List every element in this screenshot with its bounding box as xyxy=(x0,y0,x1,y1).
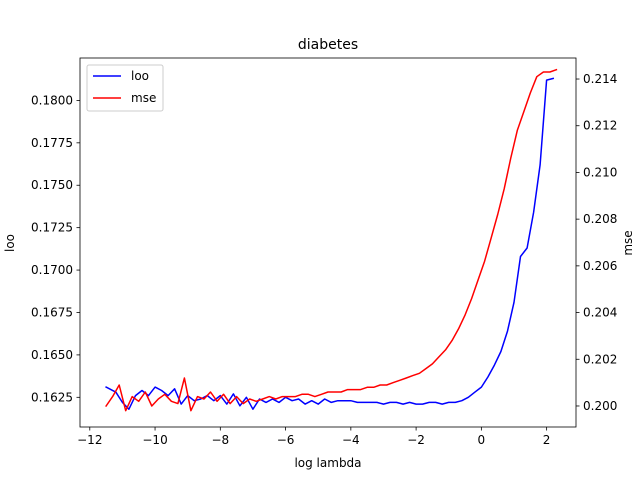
y-axis-right-label: mse xyxy=(621,230,635,255)
x-axis-label: log lambda xyxy=(294,456,361,470)
x-tick-label: −4 xyxy=(342,433,360,447)
y-left-tick-label: 0.1625 xyxy=(31,390,73,404)
y-right-tick-label: 0.202 xyxy=(583,352,617,366)
y-right-tick-label: 0.214 xyxy=(583,72,617,86)
plot-area: −12 −10 −8 −6 −4 −2 0 2 0.1625 0.1650 0.1675 0.1700… xyxy=(31,57,617,447)
y-right-tick-label: 0.208 xyxy=(583,212,617,226)
y-right-tick-label: 0.200 xyxy=(583,399,617,413)
x-tick-label: −6 xyxy=(277,433,295,447)
y-right-tick-label: 0.204 xyxy=(583,306,617,320)
y-left-tick-label: 0.1650 xyxy=(31,348,73,362)
plot-frame xyxy=(79,57,577,428)
y-left-tick-label: 0.1700 xyxy=(31,263,73,277)
x-tick-label: −12 xyxy=(77,433,102,447)
y-right-tick-label: 0.210 xyxy=(583,165,617,179)
y-left-tick-label: 0.1675 xyxy=(31,305,73,319)
y-right-tick-label: 0.212 xyxy=(583,119,617,133)
series-line-loo xyxy=(105,77,555,410)
y-left-tick-label: 0.1750 xyxy=(31,178,73,192)
x-tick-label: −10 xyxy=(142,433,167,447)
y-right-tick-label: 0.206 xyxy=(583,259,617,273)
legend: loo mse xyxy=(86,64,164,112)
x-tick-label: 0 xyxy=(478,433,486,447)
y-left-tick-label: 0.1800 xyxy=(31,93,73,107)
y-left-tick-label: 0.1775 xyxy=(31,136,73,150)
x-tick-label: −2 xyxy=(407,433,425,447)
x-tick-label: −8 xyxy=(211,433,229,447)
chart-title: diabetes xyxy=(298,37,358,53)
legend-label-loo: loo xyxy=(131,69,149,83)
x-tick-label: 2 xyxy=(543,433,551,447)
y-left-tick-label: 0.1725 xyxy=(31,221,73,235)
series-line-mse xyxy=(105,68,558,412)
y-axis-left-label: loo xyxy=(3,234,17,252)
legend-label-mse: mse xyxy=(131,91,156,105)
